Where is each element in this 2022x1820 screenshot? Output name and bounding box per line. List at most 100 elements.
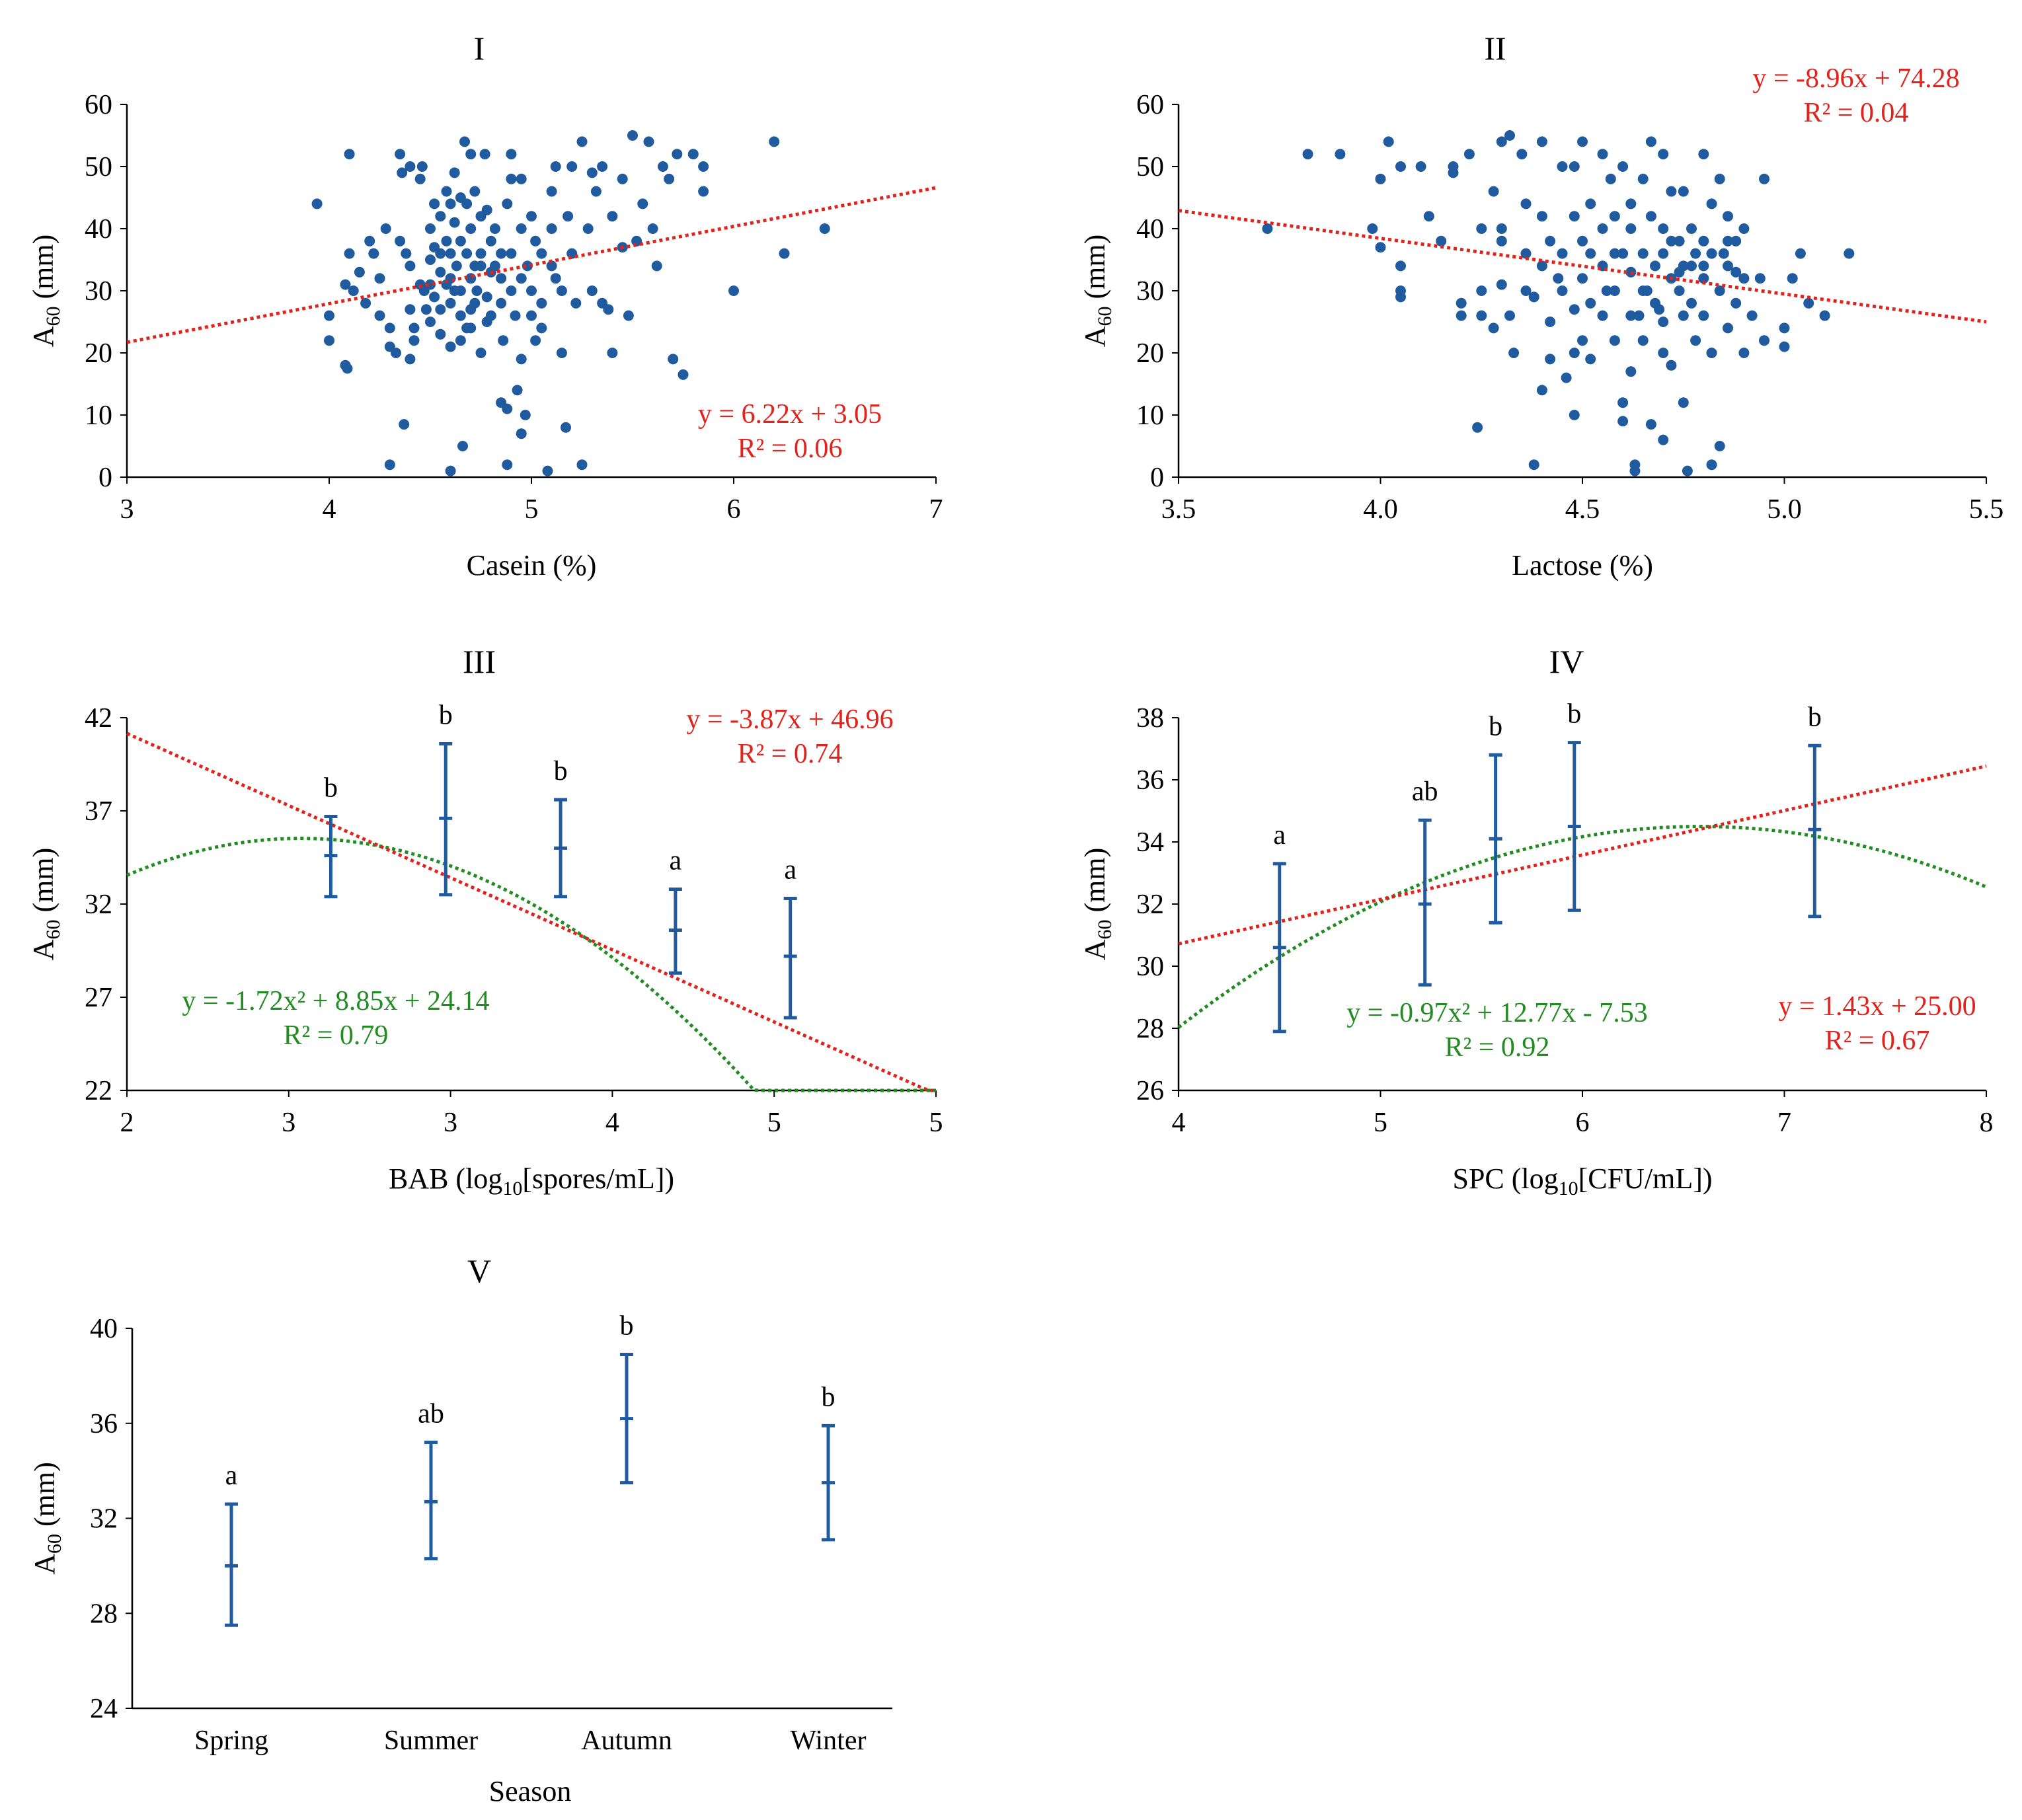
scatter-point [516,173,527,184]
scatter-point [1597,149,1608,160]
poly-r2: R² = 0.79 [284,1020,389,1051]
scatter-point [459,136,470,147]
scatter-point [536,248,547,259]
scatter-point [1746,310,1758,321]
scatter-point [1625,366,1637,377]
scatter-point [1787,273,1798,284]
panel-IV-ytick-label: 30 [1136,952,1164,982]
scatter-point [1690,248,1701,259]
scatter-point [368,248,379,259]
significance-letter: b [1808,702,1822,732]
scatter-point [1678,186,1689,197]
scatter-point [1335,149,1346,160]
panel-IV-ytick-label: 32 [1136,890,1164,920]
scatter-point [469,297,481,309]
scatter-point [672,149,683,160]
scatter-point [607,211,618,222]
panel-title: V [467,1252,491,1289]
scatter-point [1528,291,1539,303]
scatter-point [1395,161,1406,172]
panel-V: V 24 28 32 36 40 Spring Summer Autumn Winter a ab b b… [28,1252,892,1807]
panel-IV-xtick-label: 7 [1777,1108,1791,1138]
scatter-point [1730,266,1742,278]
panel-title: IV [1549,643,1584,680]
scatter-point [1448,167,1459,178]
scatter-point [516,223,527,234]
scatter-point [340,279,351,290]
scatter-point [465,223,477,234]
panel-III-ytick-label: 27 [85,983,112,1013]
scatter-point [1557,248,1568,259]
panel-II-xtick-label: 5.0 [1767,494,1802,525]
scatter-point [1569,348,1580,358]
scatter-point [582,223,594,234]
ylabel-unit: (mm) [27,848,59,920]
scatter-point [425,279,436,290]
scatter-point [461,322,473,334]
scatter-point [1678,310,1689,321]
scatter-point [1585,354,1596,365]
scatter-point [819,223,830,234]
scatter-point [1637,173,1649,184]
ylabel-unit: (mm) [28,1462,61,1534]
panel-IV-ylabel: A60 (mm) [1079,848,1116,961]
significance-letter: a [225,1460,238,1491]
ylabel-main: A [27,326,59,347]
scatter-point [1674,285,1685,296]
scatter-point [395,149,406,160]
significance-letter: ab [1412,777,1438,807]
scatter-point [1723,211,1733,222]
panel-title: II [1484,30,1506,67]
scatter-point [576,136,588,147]
scatter-point [516,273,527,284]
panel-II-ytick-label: 60 [1136,90,1164,120]
scatter-point [1520,285,1532,296]
trend-r2: R² = 0.04 [1804,98,1909,128]
scatter-point [1698,310,1709,321]
scatter-point [1706,248,1717,259]
significance-letter: b [620,1311,634,1342]
ylabel-main: A [1079,326,1111,347]
panel-I-xlabel: Casein (%) [467,549,597,582]
panel-I-ylabel: A60 (mm) [27,235,64,348]
scatter-point [1654,304,1665,315]
xlabel-sub: 10 [1559,1178,1578,1199]
panel-I-ytick-label: 40 [85,214,112,245]
ylabel-unit: (mm) [1079,848,1111,920]
scatter-point [455,235,466,246]
scatter-point [425,254,436,265]
scatter-point [651,260,662,272]
panel-IV-ytick-label: 34 [1136,827,1164,858]
scatter-point [779,248,790,259]
linear-trendline [126,186,937,344]
scatter-point [1436,235,1447,246]
scatter-point [461,248,473,259]
scatter-point [1496,279,1507,290]
scatter-point [481,291,492,303]
category-label: Spring [194,1725,268,1756]
scatter-point [1536,136,1547,147]
scatter-point [425,317,436,327]
scatter-point [449,217,460,228]
scatter-point [1844,248,1855,259]
scatter-point [1553,273,1564,284]
scatter-point [1557,285,1568,296]
scatter-point [1686,223,1697,234]
scatter-point [1463,149,1475,160]
scatter-point [475,348,486,358]
scatter-point [498,335,509,346]
scatter-point [441,235,452,246]
scatter-point [1723,322,1733,334]
scatter-point [481,204,492,215]
scatter-point [485,310,496,321]
scatter-point [678,369,689,380]
scatter-point [1504,310,1515,321]
scatter-point [360,297,371,309]
polynomial-trendline [1177,825,1987,1029]
ylabel-sub: 60 [1094,306,1116,326]
scatter-point [506,285,517,296]
scatter-point [546,223,557,234]
panel-II-ytick-label: 50 [1136,152,1164,182]
scatter-point [397,167,408,178]
